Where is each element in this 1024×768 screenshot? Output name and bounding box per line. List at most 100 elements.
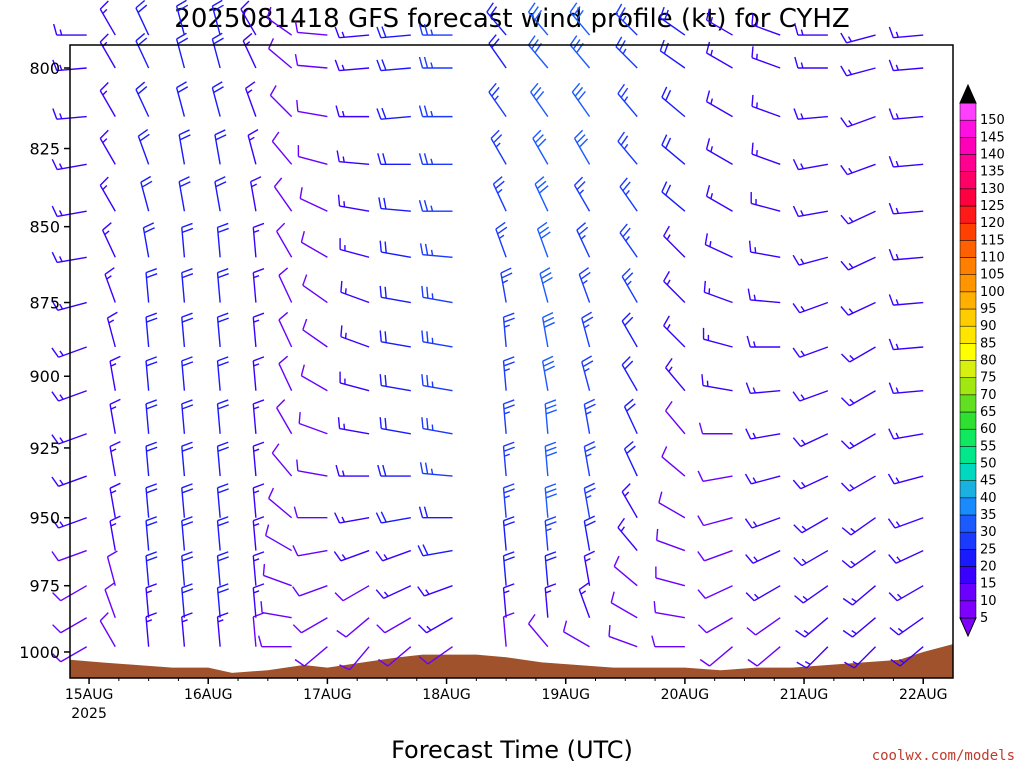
wind-barb [336,150,370,166]
barb-feather [145,516,157,522]
barb-half-feather [251,183,258,188]
barb-feather [145,612,157,618]
wind-barb [663,315,686,348]
wind-barb [145,268,158,303]
barb-feather [418,23,424,36]
colorbar-tick-label: 75 [980,371,997,386]
barb-feather [744,473,752,485]
barb-feather [584,550,595,557]
barb-feather [624,398,634,408]
barb-feather [745,554,754,564]
barb-feather [264,524,270,536]
wind-barb [418,506,453,519]
barb-half-feather [584,558,591,562]
barb-feather [253,399,265,405]
wind-barb [137,128,150,165]
barb-feather [661,134,668,146]
colorbar-segment [959,428,977,447]
barb-feather [651,635,656,647]
wind-barb [181,612,193,647]
barb-feather [384,374,387,387]
barb-feather [423,23,429,36]
wind-barb [181,399,194,434]
barb-feather [181,268,193,274]
y-tick-label: 950 [29,509,60,528]
barb-feather [179,134,191,141]
barb-feather [384,417,387,430]
barb-feather [381,59,387,71]
colorbar-segment [959,274,977,293]
barb-shaft [665,367,686,392]
wind-barb [890,646,924,667]
barb-feather [379,417,382,429]
barb-feather [51,551,60,562]
wind-barb [252,583,265,618]
barb-half-feather [848,120,853,126]
barb-feather [545,556,557,562]
barb-feather [888,382,894,394]
wind-barb [573,129,591,165]
colorbar-tick-label: 45 [980,474,997,489]
barb-feather [181,556,194,562]
barb-feather [844,661,855,669]
barb-feather [840,214,849,225]
barb-half-feather [342,156,345,163]
wind-barb [792,205,829,218]
barb-shaft [297,549,328,557]
wind-barb [653,601,686,619]
wind-barb [211,32,224,69]
barb-feather [544,321,555,328]
barb-feather [613,555,620,567]
wind-barb [377,153,411,166]
wind-barb [181,583,194,618]
wind-barb [278,355,293,392]
wind-barb [530,82,549,118]
wind-barb [302,318,328,348]
wind-barb [745,428,781,440]
wind-barb [268,38,293,69]
barb-feather [697,624,708,634]
barb-feather [384,286,387,299]
barb-feather [177,37,189,45]
wind-barb [104,582,116,618]
wind-barb [697,549,733,562]
wind-barb [888,26,924,39]
colorbar-tick-label: 115 [980,233,1005,248]
barb-feather [51,158,58,170]
barb-half-feather [341,64,345,71]
barb-feather [273,177,283,188]
barb-feather [544,365,555,372]
wind-barb [379,240,411,258]
barb-half-feather [849,484,855,490]
barb-half-feather [58,163,63,169]
plot-frame [69,44,954,679]
barb-feather [213,37,224,45]
barb-feather [503,317,515,323]
wind-barb [135,0,150,36]
barb-feather [663,9,669,21]
wind-barb [751,46,781,69]
colorbar-segment [959,377,977,396]
barb-feather [141,180,153,188]
wind-barb [109,515,121,551]
barb-feather [181,361,194,367]
barb-half-feather [753,341,756,348]
barb-half-feather [623,96,629,102]
barb-half-feather [752,521,758,527]
barb-feather [381,107,387,120]
wind-barb [216,312,229,348]
x-year-label: 2025 [71,706,107,722]
barb-half-feather [625,236,630,242]
barb-shaft [422,549,453,557]
barb-feather [135,81,146,90]
colorbar-segment [959,205,977,224]
wind-barb [292,617,328,634]
barb-shaft [58,549,87,562]
barb-half-feather [895,387,899,394]
wind-barb [663,225,686,258]
barb-half-feather [59,64,63,71]
barb-feather [109,515,121,522]
barb-half-feather [246,89,253,94]
wind-barb [339,238,370,258]
barb-feather [294,54,299,66]
